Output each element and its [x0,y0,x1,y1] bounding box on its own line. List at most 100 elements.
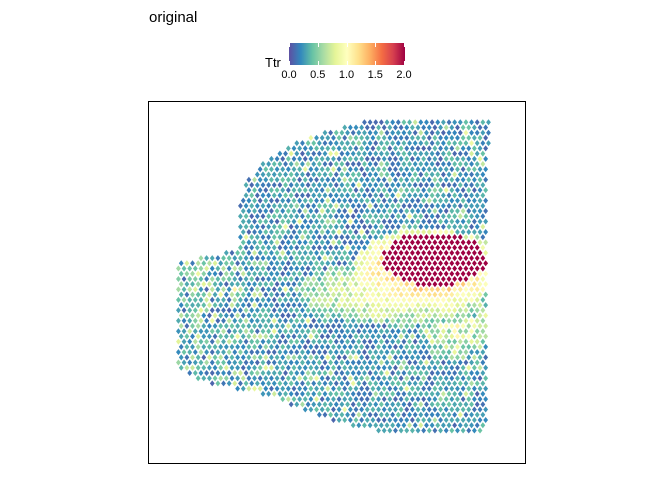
spot [305,390,311,397]
spot [418,286,424,293]
spot [221,349,226,356]
spot [198,307,204,314]
spot [376,343,381,350]
spot [452,286,458,293]
spot [474,192,480,199]
spot [435,401,441,408]
spot [424,119,429,126]
spot [274,333,280,340]
legend-title: Ttr [265,55,281,70]
spot [240,249,246,256]
colorbar-tick-mark [289,61,290,65]
spot [409,124,415,131]
spot [438,218,443,225]
spot [460,343,466,350]
spot [440,411,446,418]
spot [328,202,334,209]
spot [246,312,252,319]
spot [328,213,334,220]
colorbar-tick-mark [404,61,405,65]
spot [409,375,415,382]
spot [201,291,207,298]
spot [336,385,342,392]
spot [252,343,257,350]
spot [294,380,300,387]
spot [418,380,424,387]
spot [370,134,376,141]
spot [305,338,311,345]
spot [339,296,345,303]
spot [384,150,390,157]
spot [390,390,396,397]
spot [209,317,215,324]
spot [359,333,365,340]
spot [381,396,387,403]
spot [376,312,381,319]
spot [316,369,322,376]
spot [378,192,384,199]
spot [443,322,449,329]
spot [435,213,441,220]
spot [376,416,381,423]
spot [395,307,401,314]
spot [412,181,418,188]
spot [449,281,455,288]
spot [339,202,345,209]
spot [387,197,393,204]
spot [455,416,460,423]
spot [404,249,410,256]
spot [384,171,390,178]
spot [359,281,365,288]
spot [342,124,348,131]
spot [401,161,407,168]
spot [311,390,317,397]
spot [418,349,424,356]
spot [285,249,291,256]
spot [378,255,384,262]
spot [393,155,398,162]
spot [218,270,224,277]
spot [463,161,469,168]
spot [438,322,443,329]
spot [353,187,359,194]
spot [294,401,300,408]
spot [260,338,266,345]
spot [440,223,446,230]
spot [333,192,339,199]
spot [238,296,243,303]
spot [308,176,314,183]
spot [429,140,435,147]
spot [370,249,376,256]
spot [477,208,483,215]
spot [195,281,201,288]
spot [393,396,398,403]
spot [339,140,345,147]
spot [424,244,429,251]
spot [308,385,314,392]
spot [322,202,328,209]
spot [243,380,249,387]
spot [260,349,266,356]
spot [471,322,477,329]
spot [308,228,314,235]
spot [460,270,466,277]
spot [285,187,291,194]
spot [446,223,452,230]
spot [308,270,314,277]
spot [362,286,367,293]
spot [249,317,255,324]
spot [455,427,460,434]
spot [215,317,221,324]
spot [339,265,345,272]
spot [370,155,376,162]
spot [280,239,286,246]
spot [457,255,463,262]
spot [477,281,483,288]
spot [195,375,201,382]
spot [432,155,438,162]
spot [333,129,339,136]
spot [412,202,418,209]
spot [452,150,458,157]
spot [359,312,365,319]
spot [373,213,379,220]
